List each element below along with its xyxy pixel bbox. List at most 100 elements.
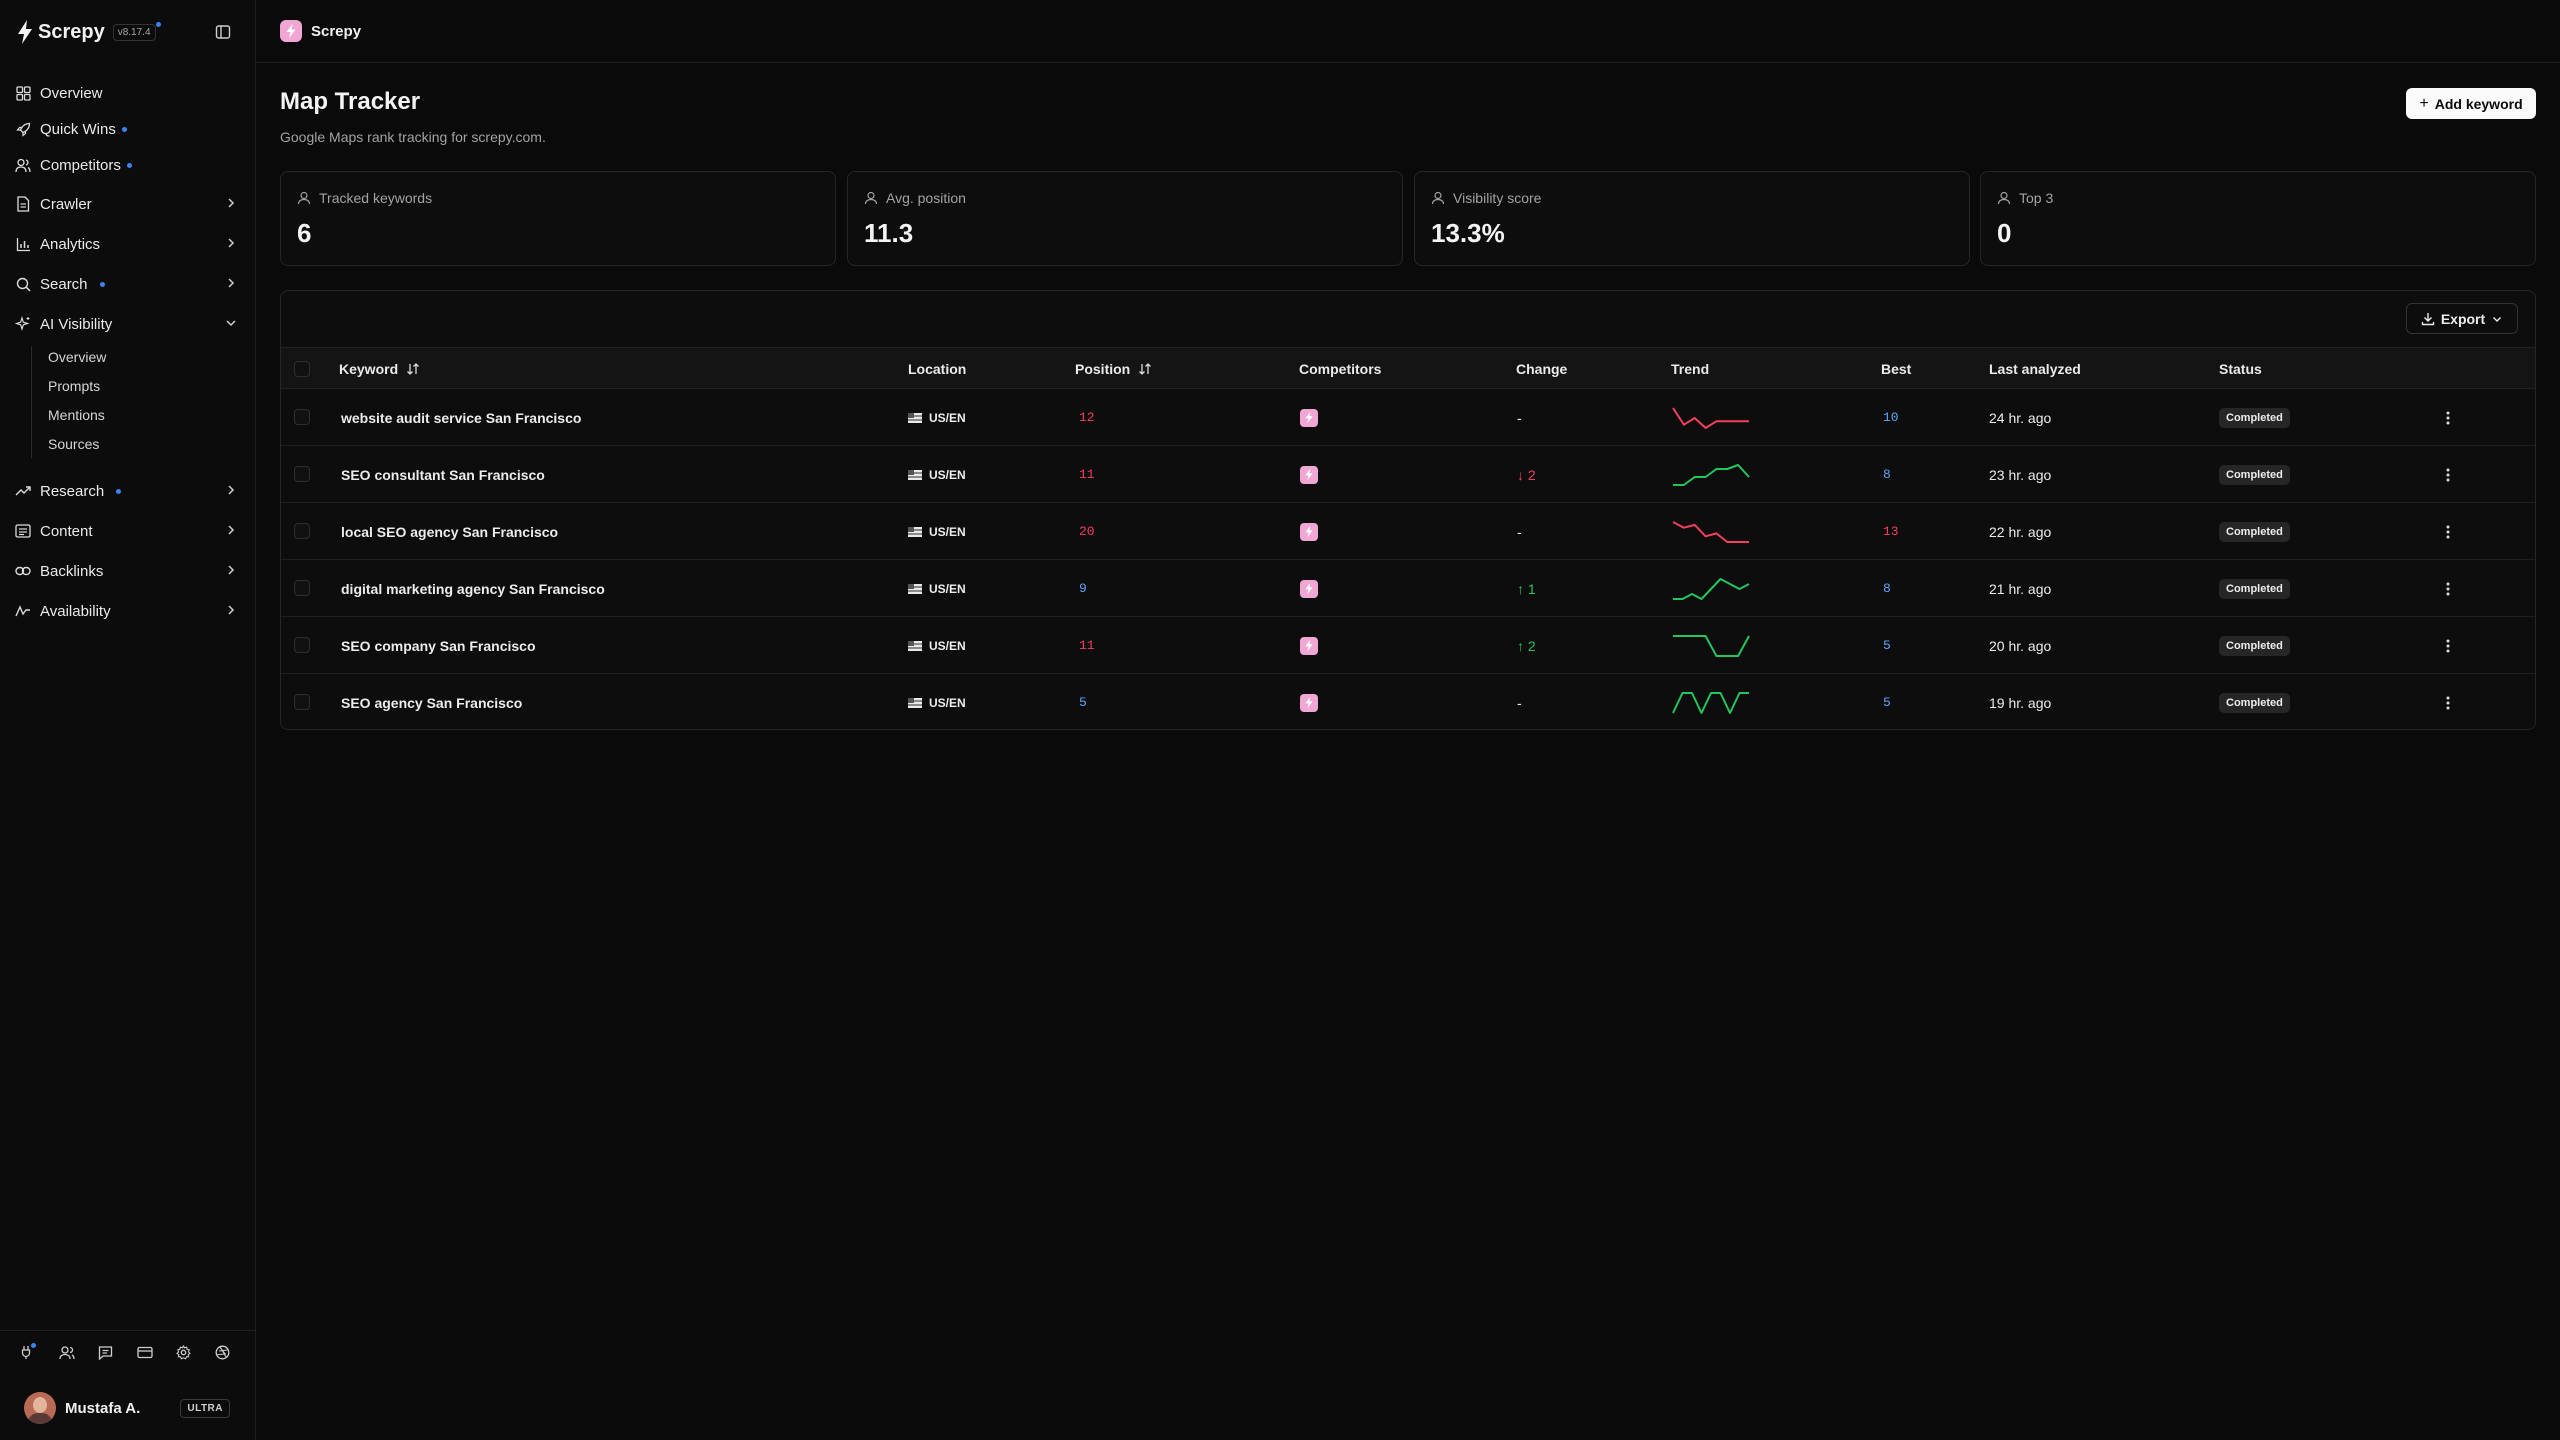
column-header-keyword[interactable]: Keyword <box>339 348 420 390</box>
row-actions-button[interactable] <box>2439 637 2457 655</box>
integrations-button[interactable] <box>215 1341 254 1365</box>
us-flag-icon <box>908 469 922 480</box>
sidebar-item-quick-wins[interactable]: Quick Wins <box>14 114 242 144</box>
sidebar-item-availability[interactable]: Availability <box>14 596 242 626</box>
chevron-right-icon <box>228 278 235 288</box>
sidebar-item-label: Analytics <box>40 235 101 253</box>
best-cell: 5 <box>1883 638 1891 653</box>
location-value: US/EN <box>929 524 966 539</box>
page-subtitle: Google Maps rank tracking for screpy.com… <box>280 129 546 145</box>
row-checkbox[interactable] <box>294 637 310 653</box>
settings-button[interactable] <box>176 1341 215 1365</box>
aperture-icon <box>215 1345 230 1360</box>
row-checkbox[interactable] <box>294 409 310 425</box>
message-icon <box>98 1346 113 1360</box>
sidebar-item-research[interactable]: Research <box>14 476 242 506</box>
us-flag-icon <box>908 697 922 708</box>
us-flag-icon <box>908 412 922 423</box>
avatar <box>24 1392 56 1424</box>
row-actions-button[interactable] <box>2439 694 2457 712</box>
status-cell: Completed <box>2219 560 2290 617</box>
ai-visibility-sub-sources[interactable]: Sources <box>48 436 100 452</box>
sidebar-item-content[interactable]: Content <box>14 516 242 546</box>
ai-visibility-sub-mentions[interactable]: Mentions <box>48 407 105 423</box>
keywords-table-card: Export Keyword Location Position Competi… <box>280 290 2536 730</box>
position-cell: 12 <box>1079 410 1095 425</box>
ai-visibility-sub-overview[interactable]: Overview <box>48 349 107 365</box>
export-button[interactable]: Export <box>2406 303 2518 334</box>
download-icon <box>2421 312 2435 325</box>
competitors-cell[interactable] <box>1300 503 1318 560</box>
column-header-change: Change <box>1516 361 1568 377</box>
more-vertical-icon <box>2446 411 2450 424</box>
sidebar-item-backlinks[interactable]: Backlinks <box>14 556 242 586</box>
search-icon <box>14 275 32 293</box>
keyword-cell[interactable]: website audit service San Francisco <box>341 409 582 426</box>
column-header-position[interactable]: Position <box>1075 348 1152 390</box>
table-row[interactable]: SEO agency San Francisco US/EN 5 - 5 19 … <box>281 674 2535 729</box>
sidebar-item-ai-visibility[interactable]: AI Visibility <box>14 309 242 339</box>
sidebar-item-search[interactable]: Search <box>14 269 242 299</box>
rocket-icon <box>14 120 32 138</box>
users-icon <box>59 1345 75 1359</box>
table-row[interactable]: local SEO agency San Francisco US/EN 20 … <box>281 503 2535 560</box>
brand[interactable]: Screpy v8.17.4 <box>16 16 161 48</box>
project-logo-icon <box>280 20 302 42</box>
trend-sparkline <box>1673 577 1750 600</box>
chevron-right-icon <box>228 565 235 575</box>
column-label: Position <box>1075 361 1131 377</box>
collapse-sidebar-button[interactable] <box>212 21 234 43</box>
row-checkbox[interactable] <box>294 466 310 482</box>
user-profile[interactable]: Mustafa A. ULTRA <box>24 1392 234 1424</box>
competitor-logo-icon <box>1300 408 1318 427</box>
sidebar-item-competitors[interactable]: Competitors <box>14 150 242 180</box>
stat-value: 13.3% <box>1431 218 1505 248</box>
chevron-down-icon <box>226 320 236 327</box>
keyword-cell[interactable]: SEO agency San Francisco <box>341 694 523 711</box>
sidebar-item-overview[interactable]: Overview <box>14 78 242 108</box>
table-row[interactable]: digital marketing agency San Francisco U… <box>281 560 2535 617</box>
feedback-button[interactable] <box>98 1341 137 1365</box>
team-button[interactable] <box>59 1341 98 1365</box>
trend-cell <box>1671 389 1751 446</box>
best-cell: 13 <box>1883 524 1899 539</box>
table-row[interactable]: SEO consultant San Francisco US/EN 11 ↓ … <box>281 446 2535 503</box>
competitors-cell[interactable] <box>1300 617 1318 674</box>
change-cell: - <box>1517 523 1522 540</box>
stat-value: 0 <box>1997 218 2012 248</box>
status-cell: Completed <box>2219 503 2290 560</box>
billing-button[interactable] <box>137 1341 176 1365</box>
row-actions-button[interactable] <box>2439 466 2457 484</box>
more-vertical-icon <box>2446 582 2450 595</box>
keyword-cell[interactable]: SEO consultant San Francisco <box>341 466 545 483</box>
table-row[interactable]: SEO company San Francisco US/EN 11 ↑ 2 5… <box>281 617 2535 674</box>
column-header-status: Status <box>2219 361 2262 377</box>
ai-visibility-sub-prompts[interactable]: Prompts <box>48 378 101 394</box>
add-keyword-button[interactable]: + Add keyword <box>2406 88 2536 119</box>
table-row[interactable]: website audit service San Francisco US/E… <box>281 389 2535 446</box>
keyword-cell[interactable]: digital marketing agency San Francisco <box>341 580 605 597</box>
row-checkbox[interactable] <box>294 523 310 539</box>
row-actions-button[interactable] <box>2439 580 2457 598</box>
keyword-cell[interactable]: local SEO agency San Francisco <box>341 523 559 540</box>
project-switcher[interactable]: Screpy <box>280 20 361 42</box>
select-all-checkbox[interactable] <box>294 361 310 377</box>
column-header-best: Best <box>1881 361 1912 377</box>
competitors-cell[interactable] <box>1300 446 1318 503</box>
sidebar-item-crawler[interactable]: Crawler <box>14 189 242 219</box>
notifications-button[interactable] <box>20 1341 59 1365</box>
row-checkbox[interactable] <box>294 694 310 710</box>
best-cell: 8 <box>1883 467 1891 482</box>
row-actions-button[interactable] <box>2439 523 2457 541</box>
competitor-logo-icon <box>1300 465 1318 484</box>
last-analyzed-cell: 21 hr. ago <box>1989 580 2052 597</box>
competitors-cell[interactable] <box>1300 389 1318 446</box>
competitors-cell[interactable] <box>1300 560 1318 617</box>
competitors-cell[interactable] <box>1300 674 1318 729</box>
row-checkbox[interactable] <box>294 580 310 596</box>
keyword-cell[interactable]: SEO company San Francisco <box>341 637 536 654</box>
stat-card-visibility-score: Visibility score 13.3% <box>1414 171 1970 266</box>
sidebar-item-analytics[interactable]: Analytics <box>14 229 242 259</box>
change-cell: - <box>1517 694 1522 711</box>
row-actions-button[interactable] <box>2439 409 2457 427</box>
